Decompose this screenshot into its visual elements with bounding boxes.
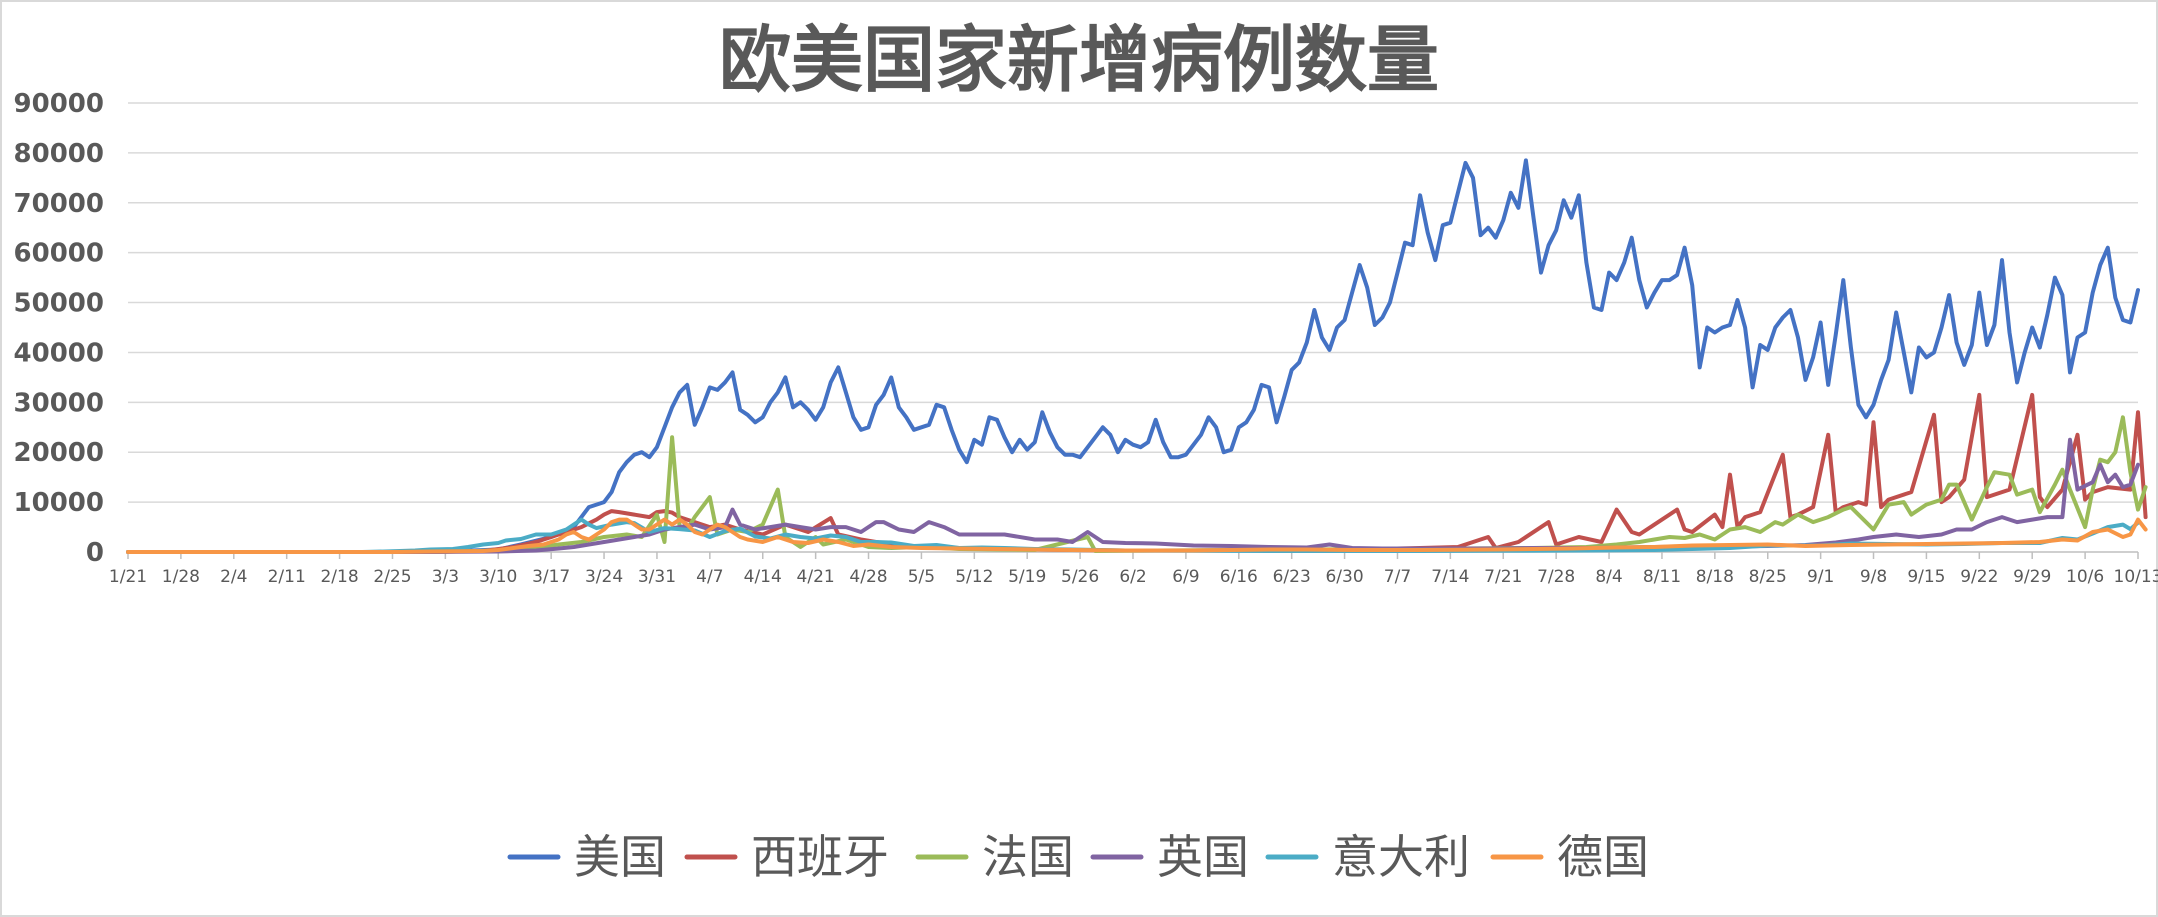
x-tick-label: 6/9: [1172, 567, 1199, 587]
x-tick-label: 3/3: [432, 567, 459, 587]
legend-label: 美国: [574, 830, 666, 884]
legend-label: 德国: [1557, 830, 1649, 884]
x-tick-label: 3/31: [638, 567, 676, 587]
legend-label: 法国: [982, 830, 1074, 884]
legend-label: 英国: [1157, 830, 1249, 884]
x-tick-label: 2/18: [320, 567, 358, 587]
y-tick-label: 10000: [14, 488, 104, 518]
x-tick-label: 8/25: [1749, 567, 1787, 587]
x-tick-label: 9/29: [2013, 567, 2051, 587]
x-tick-label: 9/1: [1807, 567, 1834, 587]
legend-label: 西班牙: [751, 830, 889, 884]
x-tick-label: 7/7: [1384, 567, 1411, 587]
x-tick-label: 5/19: [1008, 567, 1046, 587]
y-axis: 0 10000 20000 30000 40000 50000 60000 70000 8000…: [14, 89, 104, 568]
x-tick-label: 7/21: [1484, 567, 1522, 587]
x-tick-label: 1/28: [162, 567, 200, 587]
x-tick-label: 10/6: [2066, 567, 2104, 587]
series-line: [126, 517, 2148, 554]
x-tick-label: 5/12: [955, 567, 993, 587]
x-tick-label: 9/8: [1860, 567, 1887, 587]
x-tick-label: 3/17: [532, 567, 570, 587]
chart-title: 欧美国家新增病例数量: [719, 18, 1439, 102]
x-tick-label: 6/23: [1273, 567, 1311, 587]
x-tick-label: 5/5: [908, 567, 935, 587]
y-tick-label: 90000: [14, 89, 104, 119]
x-tick-label: 6/30: [1325, 567, 1363, 587]
x-tick-label: 2/4: [220, 567, 247, 587]
series-line: [126, 437, 2140, 554]
x-tick-label: 4/28: [849, 567, 887, 587]
x-tick-label: 9/22: [1960, 567, 1998, 587]
y-tick-label: 60000: [14, 239, 104, 269]
x-tick-label: 3/10: [479, 567, 517, 587]
x-tick-label: 8/4: [1595, 567, 1622, 587]
y-tick-label: 30000: [14, 388, 104, 418]
x-tick-label: 7/14: [1431, 567, 1469, 587]
y-tick-label: 20000: [14, 438, 104, 468]
series-line: [126, 158, 2140, 554]
x-tick-label: 5/26: [1061, 567, 1099, 587]
series-line: [126, 392, 2148, 554]
x-tick-label: 3/24: [585, 567, 623, 587]
x-tick-label: 6/16: [1220, 567, 1258, 587]
series-lines: [126, 158, 2148, 554]
x-tick-label: 2/11: [268, 567, 306, 587]
x-tick-label: 6/2: [1119, 567, 1146, 587]
legend: 美国 西班牙 法国 英国 意大利 德国: [507, 830, 1649, 884]
x-tick-label: 4/7: [696, 567, 723, 587]
series-line: [126, 415, 2148, 554]
x-tick-label: 7/28: [1537, 567, 1575, 587]
x-axis: 1/21 1/28 2/4 2/11 2/18 2/25 3/3 3/10 3/17 3/24 3/…: [109, 552, 2158, 587]
y-tick-label: 50000: [14, 289, 104, 319]
y-tick-label: 70000: [14, 189, 104, 219]
x-tick-label: 8/11: [1643, 567, 1681, 587]
x-tick-label: 9/15: [1907, 567, 1945, 587]
y-tick-label: 80000: [14, 139, 104, 169]
y-tick-label: 0: [86, 538, 104, 568]
x-tick-label: 4/14: [744, 567, 782, 587]
x-tick-label: 1/21: [109, 567, 147, 587]
x-tick-label: 8/18: [1696, 567, 1734, 587]
y-tick-label: 40000: [14, 338, 104, 368]
legend-label: 意大利: [1332, 830, 1470, 884]
x-tick-label: 4/21: [797, 567, 835, 587]
x-tick-label: 2/25: [373, 567, 411, 587]
x-tick-label: 10/13: [2114, 567, 2158, 587]
